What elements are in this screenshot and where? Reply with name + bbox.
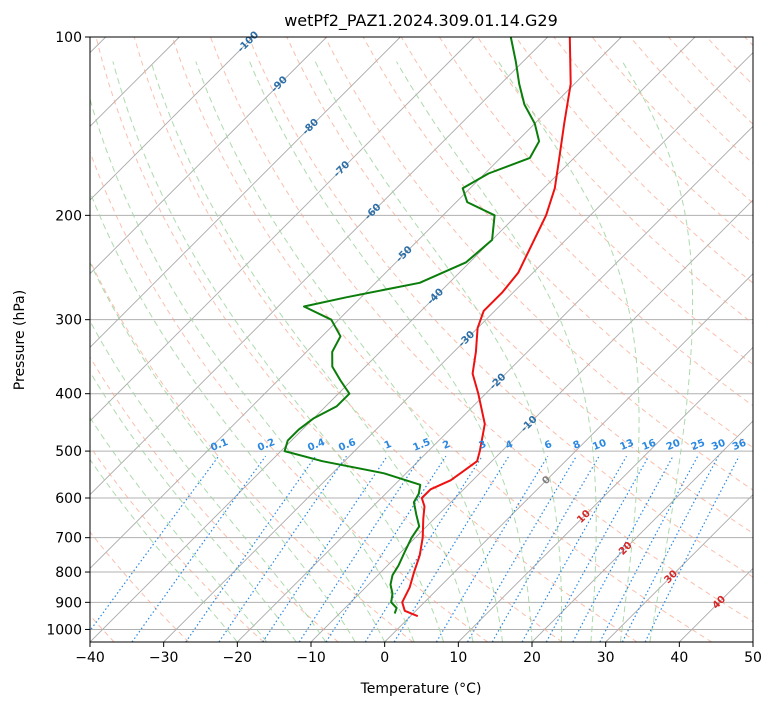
mixing-ratio-line: [365, 456, 482, 642]
dry-adiabat: [554, 37, 775, 642]
y-tick-label: 1000: [46, 622, 82, 638]
y-tick-label: 700: [55, 531, 82, 547]
isotherm-gridline: [679, 37, 775, 642]
x-tick-label: −20: [223, 650, 253, 666]
isotherm-gridline: [0, 37, 400, 642]
isotherm-gridline: [0, 37, 253, 642]
isotherm-gridline: [0, 37, 474, 642]
x-tick-label: 0: [380, 650, 389, 666]
dry-adiabat: [134, 37, 637, 642]
x-axis-ticks: −40 −30 −20 −10 0 10 20 30 40 50: [75, 642, 762, 666]
dry-adiabat: [58, 37, 488, 642]
chart-title: wetPf2_PAZ1.2024.309.01.14.G29: [284, 11, 558, 31]
mixing-ratio-line: [82, 456, 219, 642]
isotherm-label: -40: [425, 287, 446, 308]
x-tick-label: 30: [597, 650, 615, 666]
isotherm-label: -100: [236, 30, 262, 56]
isotherm-gridline: [16, 37, 621, 642]
dry-adiabat: [668, 37, 775, 642]
moist-adiabat: [196, 62, 503, 643]
moist-adiabat: [80, 62, 414, 643]
isotherm-label: 40: [711, 594, 729, 612]
moist-adiabat: [0, 62, 296, 643]
moist-adiabat: [397, 62, 597, 643]
isotherm-label: 0: [540, 474, 553, 487]
isotherm-label: 30: [662, 568, 680, 586]
isotherm-label: -50: [394, 244, 415, 265]
y-tick-label: 800: [55, 565, 82, 581]
isotherm-gridline: [753, 37, 775, 642]
y-tick-label: 300: [55, 313, 82, 329]
mixing-ratio-label: 6: [543, 439, 554, 452]
dry-adiabat: [20, 37, 413, 642]
isotherm-label: -60: [363, 202, 384, 223]
dry-adiabat: [0, 37, 338, 642]
mixing-ratio-label: 2: [441, 439, 452, 452]
moist-adiabat: [151, 62, 473, 643]
y-tick-label: 100: [55, 30, 82, 46]
x-tick-label: −10: [296, 650, 326, 666]
plot-frame: [90, 37, 753, 642]
x-tick-label: −40: [75, 650, 105, 666]
isotherm-label: -80: [301, 117, 322, 138]
data-lines: [285, 37, 571, 616]
dewpoint-profile-line: [285, 37, 539, 614]
mixing-ratio-line: [622, 456, 718, 642]
x-tick-label: 20: [523, 650, 541, 666]
mixing-ratio-line: [186, 456, 316, 642]
line-labels: -100-90-80-70-60-50-40-30-20-10010203040…: [209, 30, 748, 612]
temperature-profile-line: [402, 37, 571, 616]
isotherm-gridline: [311, 37, 775, 642]
moist-adiabat: [26, 62, 355, 643]
moist-adiabat: [315, 62, 562, 643]
dry-adiabat: [516, 37, 775, 642]
mixing-ratio-line: [132, 456, 266, 642]
y-tick-label: 600: [55, 491, 82, 507]
mixing-ratio-line: [436, 456, 547, 642]
mixing-ratio-line: [522, 456, 626, 642]
mixing-ratio-line: [263, 456, 387, 642]
y-tick-label: 400: [55, 387, 82, 403]
moist-adiabat: [0, 62, 237, 643]
moist-adiabat: [3, 62, 326, 643]
isotherm-label: -20: [488, 372, 509, 393]
dry-adiabat: [0, 37, 189, 642]
x-tick-label: 50: [744, 650, 762, 666]
mixing-ratio-line: [645, 456, 739, 642]
isotherm-gridline: [0, 37, 327, 642]
y-axis-ticks: 100 200 300 400 500 600 700 800 900 1000: [46, 30, 90, 638]
isotherm-gridline: [385, 37, 775, 642]
moist-adiabat: [250, 62, 532, 643]
y-axis-label: Pressure (hPa): [12, 290, 28, 390]
mixing-ratio-line: [326, 456, 446, 642]
moist-adiabat: [0, 62, 267, 643]
y-tick-label: 900: [55, 595, 82, 611]
isotherm-label: -90: [269, 74, 290, 95]
isotherm-gridline: [458, 37, 775, 642]
x-tick-label: −30: [149, 650, 179, 666]
dry-adiabat: [707, 37, 775, 642]
x-tick-label: 10: [449, 650, 467, 666]
isotherm-label: -30: [457, 329, 478, 350]
mixing-ratio-line: [600, 456, 698, 642]
mixing-ratio-label: 4: [504, 439, 515, 452]
isotherm-gridline: [90, 37, 695, 642]
y-tick-label: 500: [55, 444, 82, 460]
dry-adiabat: [0, 37, 264, 642]
isotherm-label: -70: [332, 159, 353, 180]
isotherm-label: -10: [519, 414, 540, 435]
x-tick-label: 40: [670, 650, 688, 666]
x-axis-label: Temperature (°C): [360, 681, 482, 697]
dry-adiabat: [745, 37, 775, 642]
mixing-ratio-label: 8: [572, 439, 583, 452]
background-lines: [0, 37, 775, 642]
y-tick-label: 200: [55, 208, 82, 224]
